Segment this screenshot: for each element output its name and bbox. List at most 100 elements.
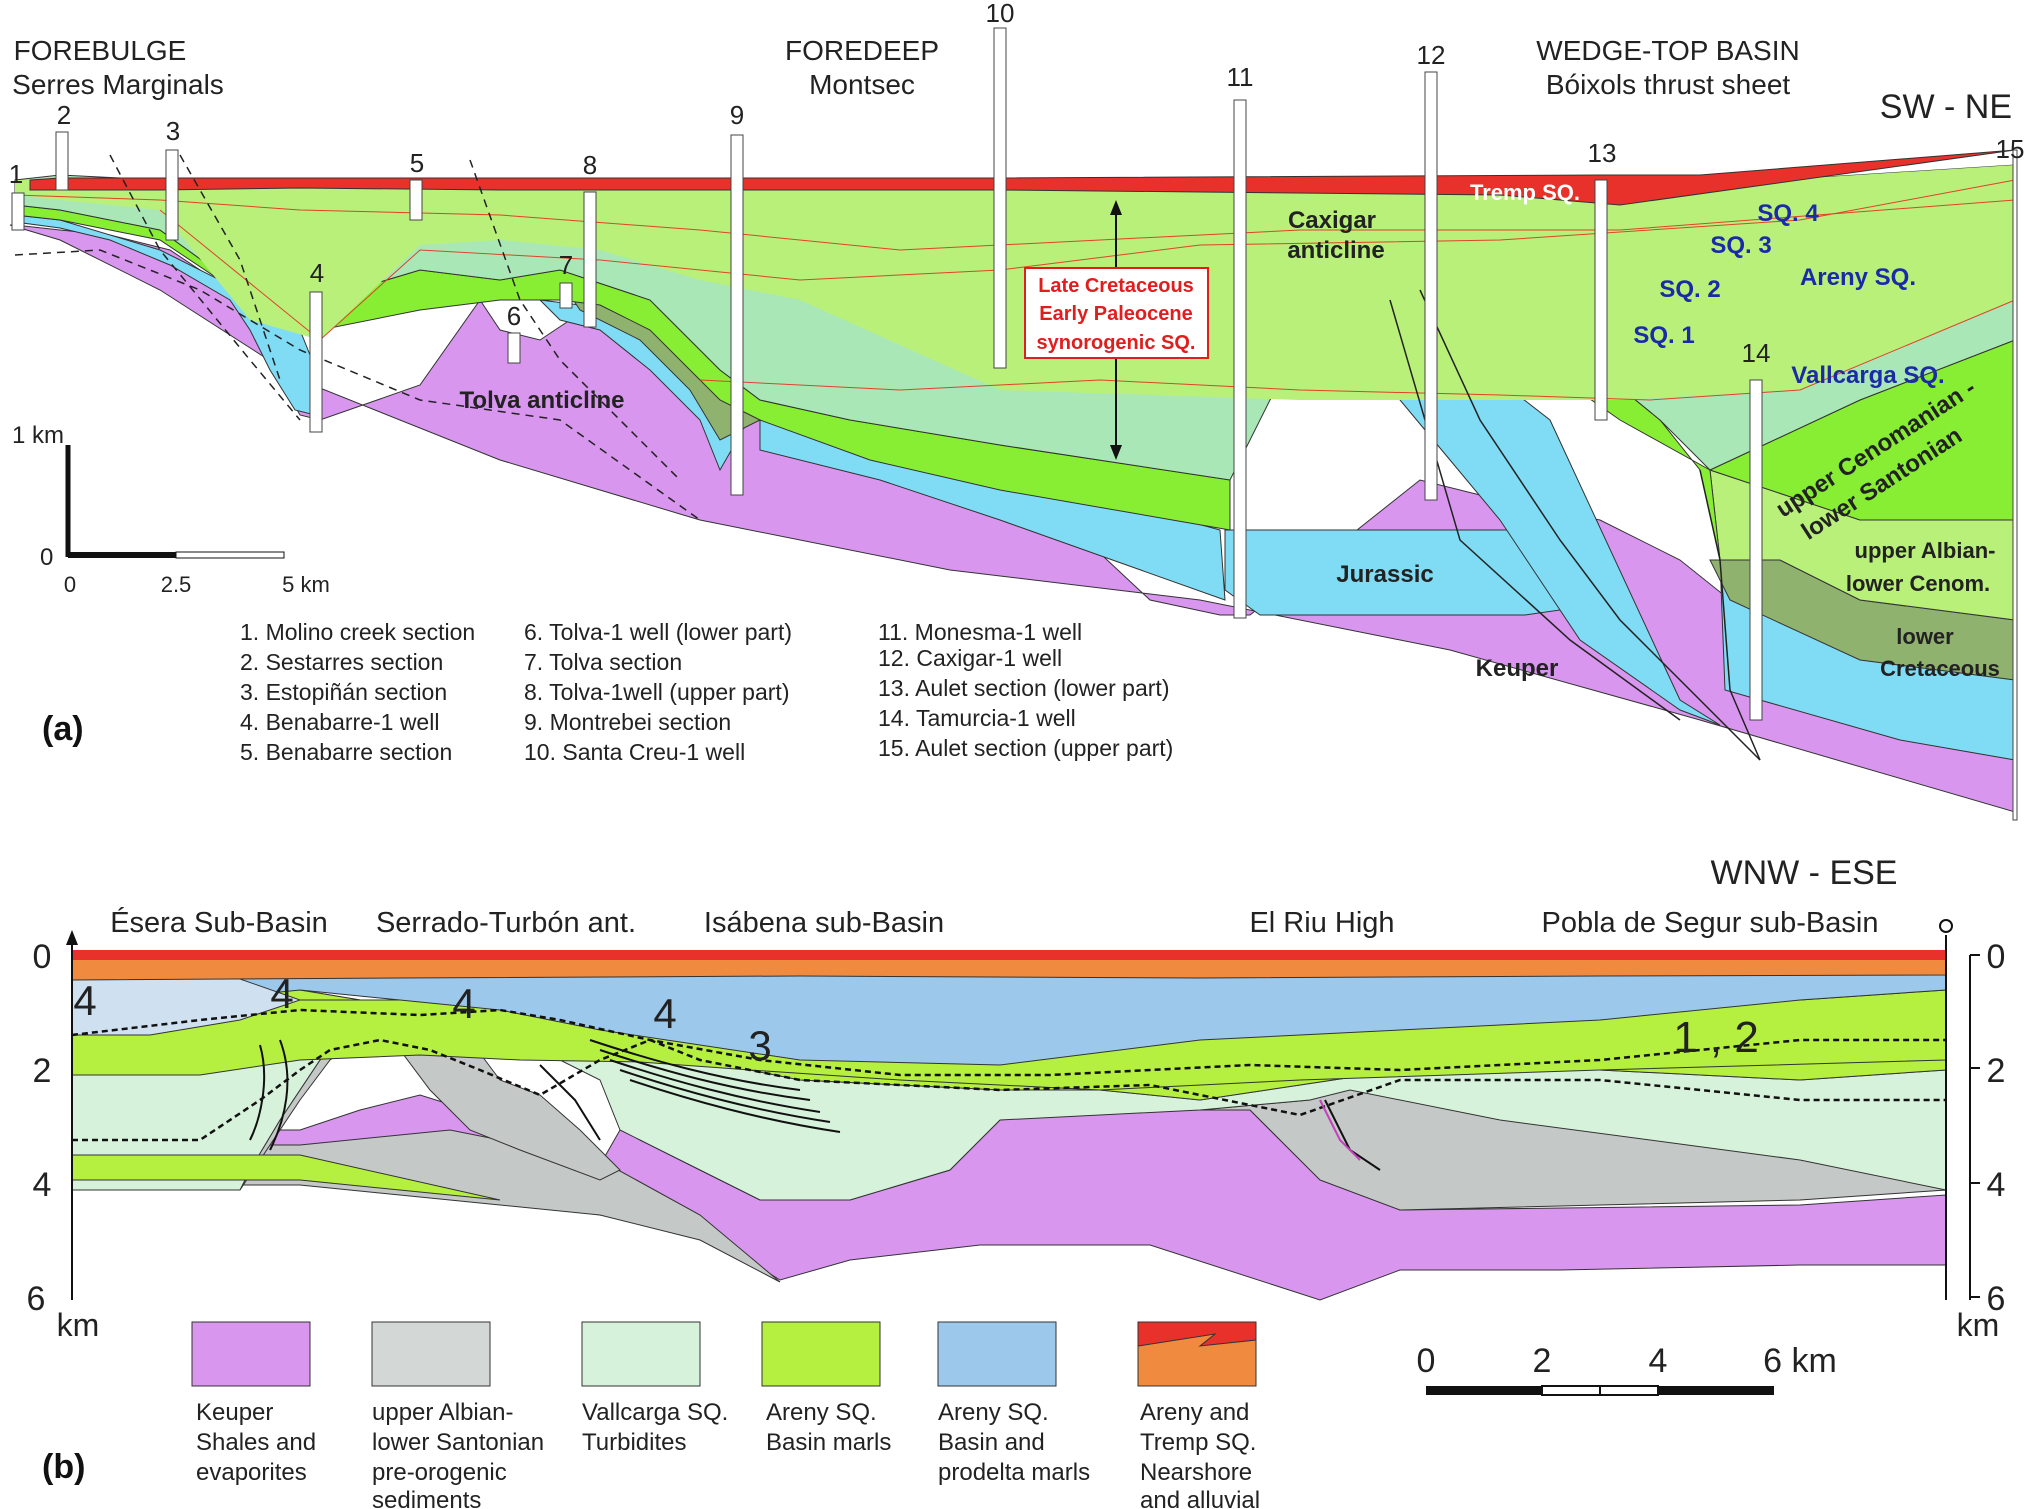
b-depth-right: 2 (1987, 1052, 2006, 1090)
b-depth-right: 0 (1987, 938, 2006, 976)
well-column-9 (730, 134, 744, 496)
label-sq1: SQ. 1 (1633, 322, 1694, 349)
b-seq-labels: 4 4 4 4 3 1 , 2 (73, 970, 1758, 1069)
column-number: 4 (310, 258, 324, 288)
legend-b-text: Tremp SQ. (1140, 1429, 1256, 1456)
b-fault-3 (539, 1064, 601, 1141)
legend-b-text: Areny SQ. (938, 1399, 1049, 1426)
well-column-10 (993, 27, 1007, 369)
column-number: 1 (9, 159, 23, 189)
b-seq-label: 4 (73, 977, 96, 1024)
label-late-cret-1: Late Cretaceous (1038, 275, 1194, 297)
reflector (619, 1069, 831, 1123)
b-red-top (72, 950, 1946, 960)
legend-item: 12. Caxigar-1 well (878, 645, 1062, 671)
scale-white-segment (175, 551, 285, 559)
label-late-cret-3: synorogenic SQ. (1037, 332, 1196, 354)
fault-solid-3 (1699, 469, 1761, 761)
well-column-12 (1424, 71, 1438, 501)
legend-b-text: prodelta marls (938, 1459, 1090, 1486)
scale-b-tick-label: 4 (1649, 1342, 1668, 1380)
legend-item: 10. Santa Creu-1 well (524, 739, 745, 765)
panel-a-headers: FOREBULGE Serres Marginals FOREDEEP Mont… (12, 35, 2012, 126)
well-column-8 (583, 191, 597, 328)
column-number: 6 (507, 301, 521, 331)
header-wedgetop-sub: Bóixols thrust sheet (1546, 69, 1791, 100)
legend-item: 5. Benabarre section (240, 739, 452, 765)
legend-b-text: Vallcarga SQ. (582, 1399, 728, 1426)
scale-bar-b: 0 2 4 6 km (1417, 1342, 1837, 1396)
legend-b-text: Nearshore (1140, 1459, 1252, 1486)
scale-tick: 2.5 (161, 572, 192, 597)
legend-b-text: Basin and (938, 1429, 1045, 1456)
b-depth-left: 4 (33, 1166, 52, 1204)
column-number: 5 (410, 148, 424, 178)
legend-swatch-areny-basin (761, 1321, 881, 1387)
scale-tick: 0 (64, 572, 76, 597)
b-seq-label: 1 , 2 (1673, 1013, 1759, 1062)
arrow-head-top (1110, 200, 1122, 215)
header-forebulge-sub: Serres Marginals (12, 69, 224, 100)
sq-boundary-3 (699, 299, 2016, 401)
label-sq2: SQ. 2 (1659, 276, 1720, 303)
label-tolva: Tolva anticline (460, 387, 625, 414)
reflector (609, 1059, 821, 1113)
b-header: Pobla de Segur sub-Basin (1542, 907, 1879, 939)
panel-b-axes: 0 2 4 6 0 2 4 6 km km (27, 919, 2006, 1343)
scale-top-label: 1 km (12, 422, 64, 449)
legend-item: 9. Montrebei section (524, 709, 731, 735)
column-number: 9 (730, 100, 744, 130)
column-number: 13 (1588, 138, 1617, 168)
fault-solid-2 (1419, 289, 1761, 761)
scale-b-seg (1658, 1386, 1774, 1395)
label-tremp: Tremp SQ. (1470, 180, 1580, 205)
b-depth-unit-right: km (1957, 1307, 2000, 1343)
legend-swatch-grey (371, 1321, 491, 1387)
scale-b-tick-label: 0 (1417, 1342, 1436, 1380)
column-number: 10 (986, 0, 1015, 28)
legend-swatch-nearshore (1137, 1321, 1257, 1387)
b-depth-left: 0 (33, 938, 52, 976)
legend-b-text: Areny and (1140, 1399, 1249, 1426)
column-number: 15 (1996, 134, 2025, 164)
legend-item: 2. Sestarres section (240, 649, 443, 675)
reflector (269, 1039, 289, 1151)
well-column-11 (1233, 99, 1247, 619)
legend-b-text: evaporites (196, 1459, 307, 1486)
well-column-7 (559, 282, 573, 309)
legend-b-text: Shales and (196, 1429, 316, 1456)
well-column-4 (309, 291, 323, 433)
fault-dashed-3 (14, 249, 701, 521)
legend-b-text: sediments (372, 1487, 481, 1509)
sq-boundary-2 (159, 179, 2016, 341)
fault-dashed-4 (469, 159, 681, 481)
legend-swatch-vallcarga (581, 1321, 701, 1387)
legend-item: 3. Estopiñán section (240, 679, 447, 705)
label-lower-cret-1: lower (1896, 624, 1954, 649)
panel-label-a: (a) (42, 710, 84, 748)
well-column-15 (2012, 149, 2018, 821)
b-header: Serrado-Turbón ant. (376, 907, 636, 939)
b-depth-unit-left: km (57, 1307, 100, 1343)
legend-item: 13. Aulet section (lower part) (878, 675, 1169, 701)
panel-a-cross-section (9, 149, 2016, 813)
b-seq-label: 3 (748, 1022, 771, 1069)
panel-b-headers: WNW - ESE Ésera Sub-Basin Serrado-Turbón… (110, 854, 1897, 939)
scale-black-segment (68, 552, 176, 558)
label-areny: Areny SQ. (1800, 264, 1916, 291)
b-dashed-boundary (71, 1008, 1946, 1077)
scale-bottom-label: 0 (40, 544, 53, 571)
column-number: 11 (1227, 62, 1254, 92)
legend-b-text: Basin marls (766, 1429, 891, 1456)
column-numbers: 1 2 3 4 5 6 7 8 9 10 11 12 13 14 15 (9, 0, 2025, 368)
b-depth-left: 6 (27, 1280, 46, 1318)
well-column-13 (1594, 179, 1608, 421)
label-caxigar-1: Caxigar (1288, 207, 1376, 234)
b-seq-label: 4 (653, 990, 676, 1037)
legend-b-text: Areny SQ. (766, 1399, 877, 1426)
legend-item: 8. Tolva-1well (upper part) (524, 679, 789, 705)
reflector (629, 1079, 841, 1133)
well-columns (11, 27, 2018, 821)
legend-item: 4. Benabarre-1 well (240, 709, 439, 735)
b-right-axis-cap (1939, 919, 1953, 933)
